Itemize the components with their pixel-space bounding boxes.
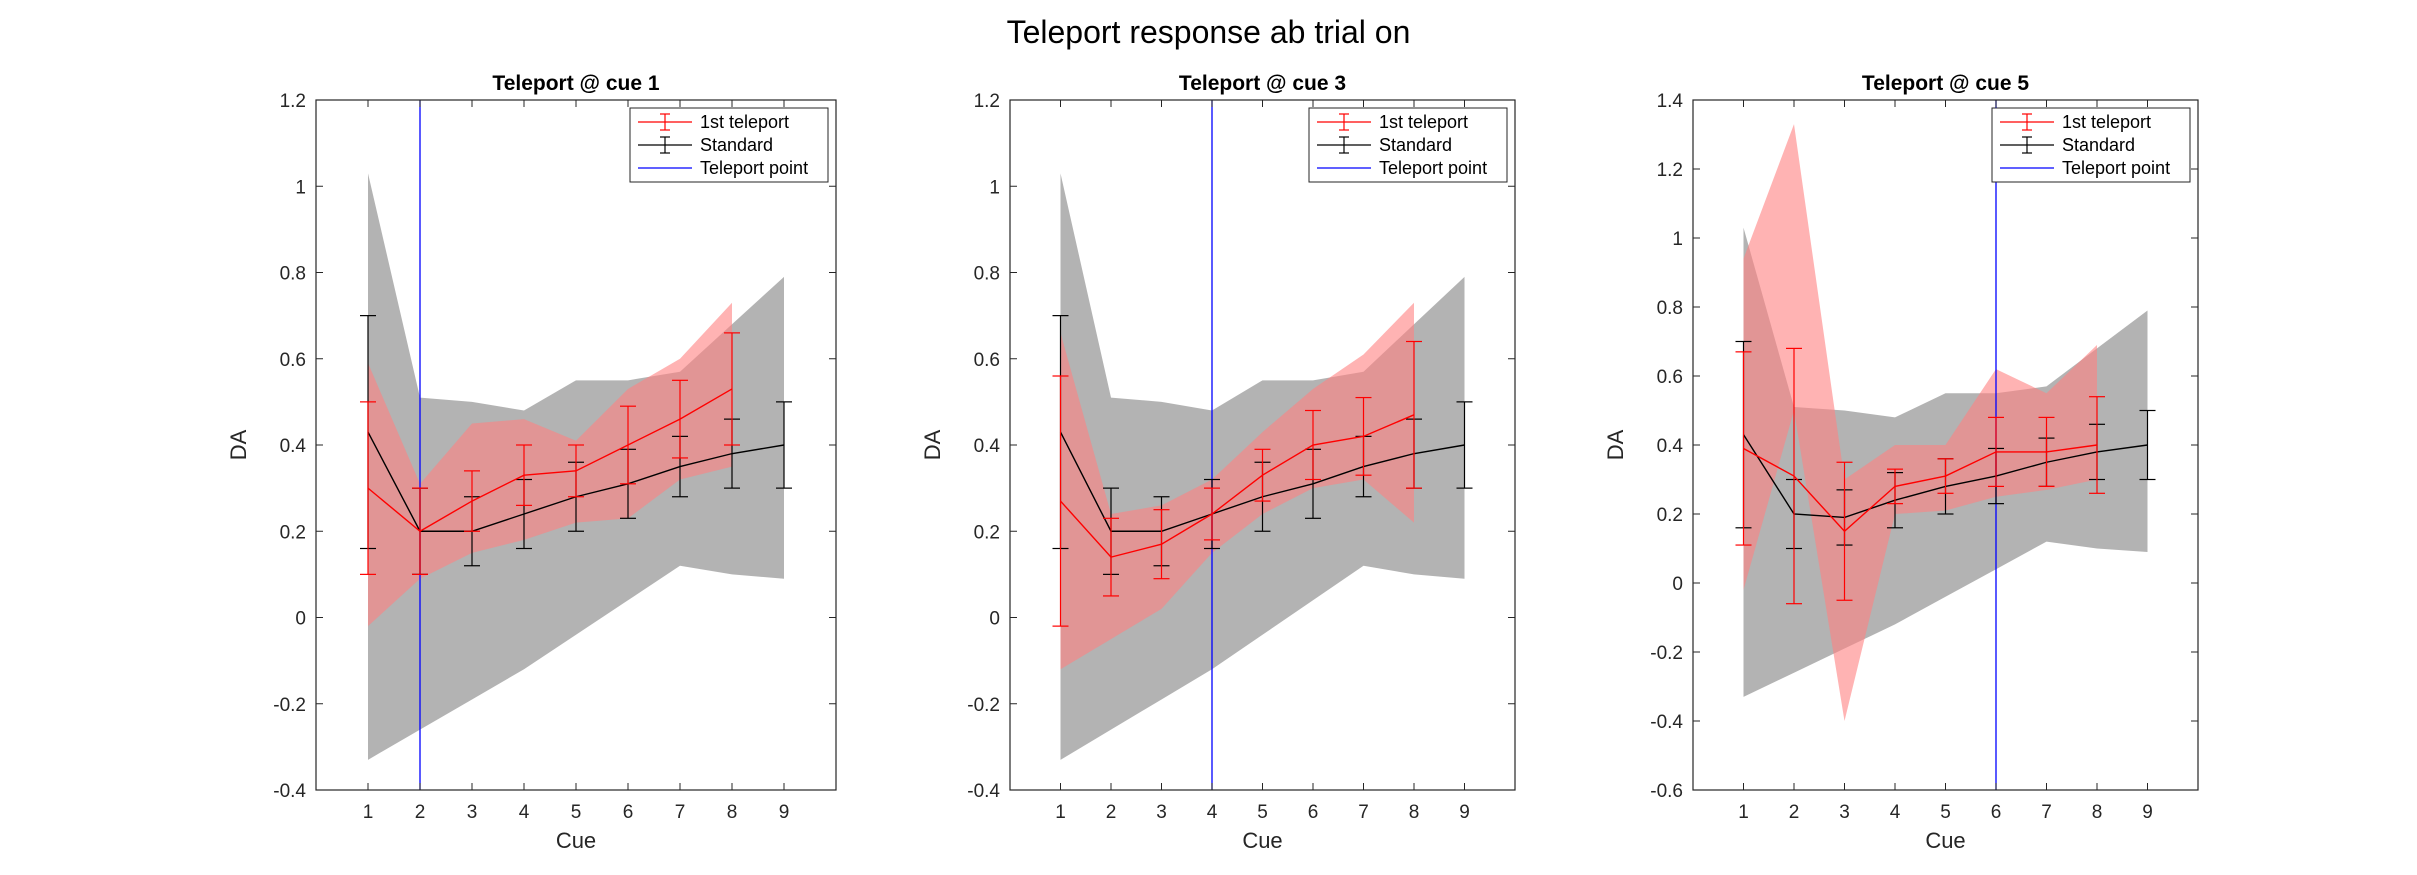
y-tick-label: 0.4: [1657, 436, 1684, 457]
panel-title: Teleport @ cue 5: [1862, 72, 2029, 95]
figure-title: Teleport response ab trial on: [1006, 14, 1411, 50]
y-tick-label: 0.6: [280, 350, 306, 371]
x-tick-label: 1: [1738, 802, 1749, 823]
x-tick-label: 8: [727, 802, 738, 823]
legend: 1st teleport Standard Teleport point: [629, 107, 829, 183]
y-tick-label: 1.2: [1657, 160, 1683, 181]
x-tick-label: 2: [1106, 802, 1117, 823]
legend: 1st teleport Standard Teleport point: [1308, 107, 1508, 183]
y-tick-label: 0.8: [1657, 298, 1683, 319]
band-teleport: [1743, 124, 2097, 721]
legend-label: 1st teleport: [700, 112, 789, 132]
y-tick-label: 0.2: [974, 522, 1000, 543]
panel-title: Teleport @ cue 1: [492, 72, 659, 95]
y-tick-label: 1: [295, 177, 306, 198]
legend-label: Standard: [2062, 135, 2135, 155]
y-tick-label: 0.4: [280, 436, 307, 457]
x-tick-label: 9: [779, 802, 790, 823]
chart-panel-3: 1 2 3 4 5 6 7 8 9 -0.6 -0.4 -0.2 0 0.2 0.4 0.6 0.8 1 1.2 1.…: [1603, 72, 2199, 853]
y-tick-label: 0.2: [1657, 505, 1683, 526]
x-tick-label: 8: [2092, 802, 2103, 823]
y-tick-label: -0.2: [273, 695, 306, 716]
x-tick-label: 5: [571, 802, 582, 823]
x-tick-label: 7: [675, 802, 686, 823]
x-tick-label: 6: [623, 802, 634, 823]
y-axis-label: DA: [920, 429, 945, 460]
y-tick-label: 1.2: [974, 91, 1000, 112]
series-line-teleport: [367, 388, 733, 533]
x-tick-label: 6: [1991, 802, 2002, 823]
panel-title: Teleport @ cue 3: [1179, 72, 1346, 95]
x-tick-label: 6: [1308, 802, 1319, 823]
y-tick-label: 1.4: [1657, 91, 1684, 112]
series-line-teleport: [1743, 444, 2098, 533]
x-tick-label: 4: [1890, 802, 1901, 823]
y-tick-label: 0.2: [280, 522, 306, 543]
chart-panel-1: 1 2 3 4 5 6 7 8 9 -0.4 -0.2 0 0.2 0.4 0.6 0.8 1 1.2 Telepo…: [226, 72, 837, 853]
y-tick-label: -0.6: [1650, 781, 1683, 802]
x-axis-label: Cue: [1242, 828, 1282, 853]
band-teleport: [368, 302, 732, 627]
legend-label: Standard: [1379, 135, 1452, 155]
y-tick-label: 1: [989, 177, 1000, 198]
x-tick-label: 1: [363, 802, 374, 823]
legend: 1st teleport Standard Teleport point: [1991, 107, 2191, 183]
y-axis-label: DA: [226, 429, 251, 460]
y-tick-label: -0.4: [1650, 712, 1683, 733]
legend-label: Teleport point: [1379, 158, 1487, 178]
x-tick-label: 1: [1055, 802, 1066, 823]
x-tick-label: 5: [1257, 802, 1268, 823]
x-tick-label: 4: [1207, 802, 1218, 823]
y-tick-label: 1.2: [280, 91, 306, 112]
y-tick-label: 0.4: [974, 436, 1001, 457]
x-tick-label: 2: [415, 802, 426, 823]
y-tick-label: 0.8: [280, 264, 306, 285]
x-tick-label: 9: [1459, 802, 1470, 823]
x-axis-label: Cue: [556, 828, 596, 853]
x-tick-label: 3: [1839, 802, 1850, 823]
x-tick-label: 2: [1789, 802, 1800, 823]
y-tick-label: -0.4: [273, 781, 306, 802]
x-tick-label: 3: [467, 802, 478, 823]
x-tick-label: 9: [2142, 802, 2153, 823]
x-tick-label: 8: [1409, 802, 1420, 823]
y-tick-label: 0.6: [974, 350, 1000, 371]
legend-label: 1st teleport: [2062, 112, 2151, 132]
y-tick-label: 0: [295, 609, 306, 630]
y-tick-label: -0.4: [967, 781, 1000, 802]
legend-label: Teleport point: [2062, 158, 2170, 178]
legend-label: Standard: [700, 135, 773, 155]
x-axis-label: Cue: [1925, 828, 1965, 853]
y-tick-label: 0.8: [974, 264, 1000, 285]
y-tick-label: 1: [1672, 229, 1683, 250]
y-tick-label: 0.6: [1657, 367, 1683, 388]
x-tick-label: 5: [1940, 802, 1951, 823]
series-line-teleport: [1059, 414, 1415, 558]
y-tick-label: -0.2: [967, 695, 1000, 716]
y-tick-label: -0.2: [1650, 643, 1683, 664]
x-tick-label: 3: [1156, 802, 1167, 823]
y-tick-label: 0: [989, 609, 1000, 630]
y-axis-label: DA: [1603, 429, 1628, 460]
legend-label: 1st teleport: [1379, 112, 1468, 132]
x-tick-label: 4: [519, 802, 530, 823]
chart-panel-2: 1 2 3 4 5 6 7 8 9 -0.4 -0.2 0 0.2 0.4 0.6 0.8 1 1.2 Telepo…: [920, 72, 1516, 853]
legend-label: Teleport point: [700, 158, 808, 178]
y-tick-label: 0: [1672, 574, 1683, 595]
band-teleport: [1060, 302, 1414, 670]
x-tick-label: 7: [1358, 802, 1369, 823]
x-tick-label: 7: [2041, 802, 2052, 823]
